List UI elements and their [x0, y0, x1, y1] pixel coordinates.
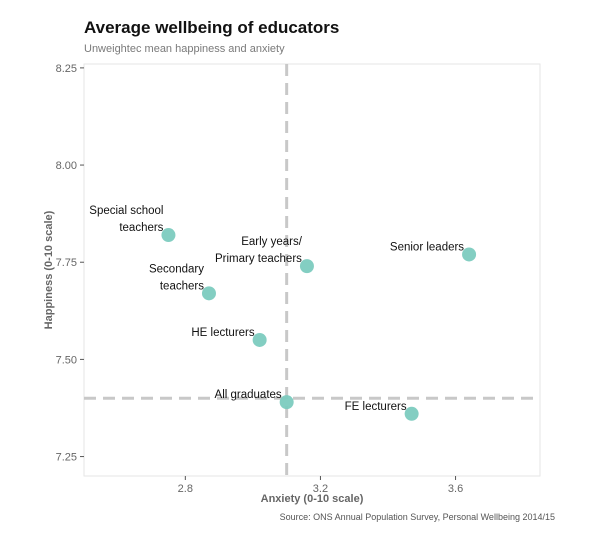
data-point	[252, 332, 267, 347]
point-label: teachers	[160, 280, 204, 292]
chart-subtitle: Unweightec mean happiness and anxiety	[84, 43, 285, 55]
y-tick-label: 7.75	[56, 257, 77, 269]
chart-title: Average wellbeing of educators	[84, 18, 340, 37]
data-point	[462, 247, 477, 262]
y-tick-label: 7.50	[56, 354, 77, 366]
point-label: All graduates	[215, 389, 282, 401]
y-tick-label: 7.25	[56, 452, 77, 464]
x-tick-label: 3.2	[313, 483, 328, 495]
y-tick-label: 8.25	[56, 63, 77, 75]
point-label: Special school	[89, 205, 163, 217]
y-axis: 7.25 7.50 7.75 8.00 8.25	[56, 63, 84, 464]
point-label: Primary teachers	[215, 253, 302, 265]
x-axis: 2.8 3.2 3.6	[178, 476, 463, 495]
data-point	[161, 228, 176, 243]
point-label: Secondary	[149, 263, 204, 275]
point-label: teachers	[119, 222, 163, 234]
point-label: HE lecturers	[191, 327, 255, 339]
plot-area-border	[83, 63, 541, 477]
x-tick-label: 3.6	[448, 483, 463, 495]
data-point	[404, 406, 419, 421]
y-axis-label: Happiness (0-10 scale)	[43, 210, 55, 329]
data-points	[161, 228, 477, 421]
source-note: Source: ONS Annual Population Survey, Pe…	[279, 512, 555, 522]
data-point	[279, 395, 294, 410]
point-label: Senior leaders	[390, 241, 464, 253]
x-tick-label: 2.8	[178, 483, 193, 495]
point-labels: Special school teachers Secondary teachers E…	[89, 205, 464, 413]
point-label: Early years/	[241, 236, 303, 248]
y-tick-label: 8.00	[56, 160, 77, 172]
data-point	[299, 259, 314, 274]
point-label: FE lecturers	[345, 401, 407, 413]
data-point	[201, 286, 216, 301]
x-axis-label: Anxiety (0-10 scale)	[261, 493, 364, 505]
